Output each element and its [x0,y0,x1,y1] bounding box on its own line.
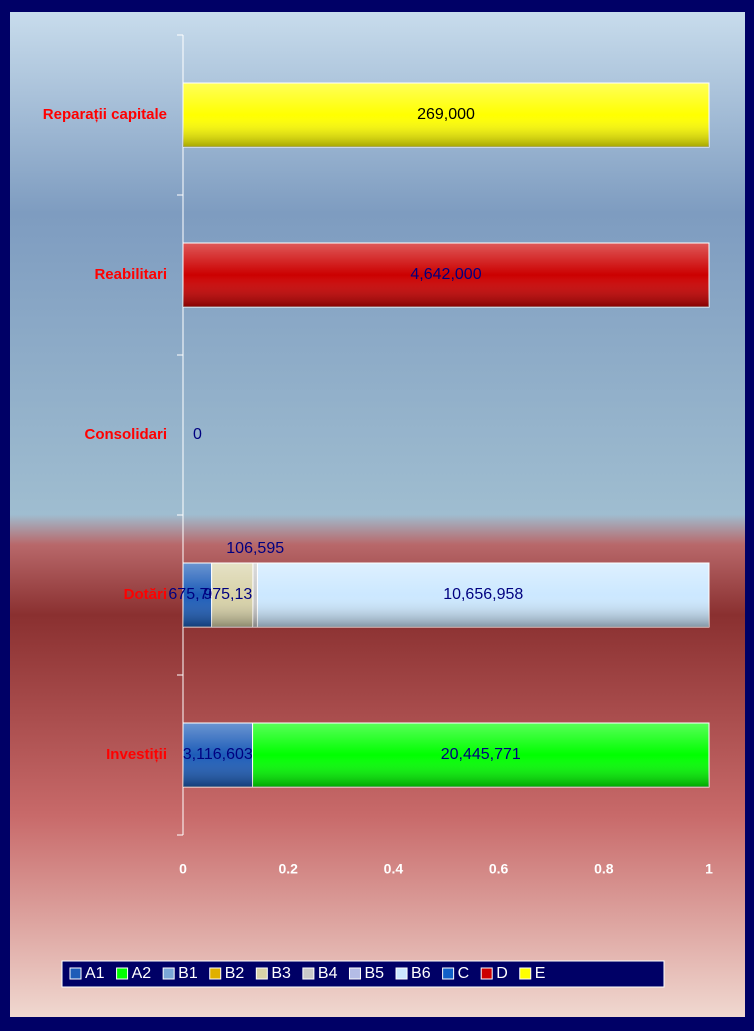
legend-swatch [302,967,315,980]
legend-swatch [162,967,175,980]
x-tick-label: 0 [179,861,187,877]
x-tick-label: 1 [705,861,713,877]
legend-label: B6 [411,965,431,982]
legend-swatch [348,967,361,980]
data-label: 106,595 [226,540,284,557]
legend-box [61,960,665,988]
category-label: Reparații capitale [43,106,167,123]
bar-shade [183,243,709,307]
x-tick-label: 0.8 [594,861,614,877]
legend-swatch [480,967,493,980]
data-label: 975,131 [203,586,261,603]
legend-swatch [519,967,532,980]
legend-label: A1 [85,965,105,982]
legend-label: B3 [271,965,291,982]
legend-label: D [496,965,508,982]
bar-shade [252,563,258,627]
category-label: Consolidari [84,426,167,443]
data-label: 4,642,000 [410,266,481,283]
data-label: 0 [193,426,202,443]
bar-shade [183,723,253,787]
bar-shade [252,723,709,787]
category-label: Reabilitari [94,266,167,283]
plot-background [10,12,745,1017]
category-label: Dotări [124,586,167,603]
legend-label: E [535,965,546,982]
legend-label: B1 [178,965,198,982]
category-label: Investiții [106,746,167,763]
data-label: 3,116,603 [183,746,253,763]
data-label: 269,000 [417,106,475,123]
legend-label: B4 [318,965,338,982]
legend-label: B5 [364,965,384,982]
x-tick-label: 0.6 [489,861,509,877]
legend-swatch [69,967,82,980]
legend-swatch [209,967,222,980]
x-tick-label: 0.4 [384,861,404,877]
data-label: 20,445,771 [441,746,521,763]
x-tick-label: 0.2 [278,861,298,877]
legend-swatch [116,967,129,980]
bar-shade [211,563,253,627]
data-label: 10,656,958 [443,586,523,603]
legend-swatch [395,967,408,980]
legend-label: B2 [225,965,245,982]
legend-swatch [442,967,455,980]
bar-shade [183,563,212,627]
legend-label: A2 [132,965,152,982]
legend-swatch [255,967,268,980]
legend-label: C [458,965,470,982]
bar-shade [183,83,709,147]
legend: A1 A2 B1 B2 B3 B4 B5 B6 C D E [61,960,665,988]
bar-shade [257,563,709,627]
